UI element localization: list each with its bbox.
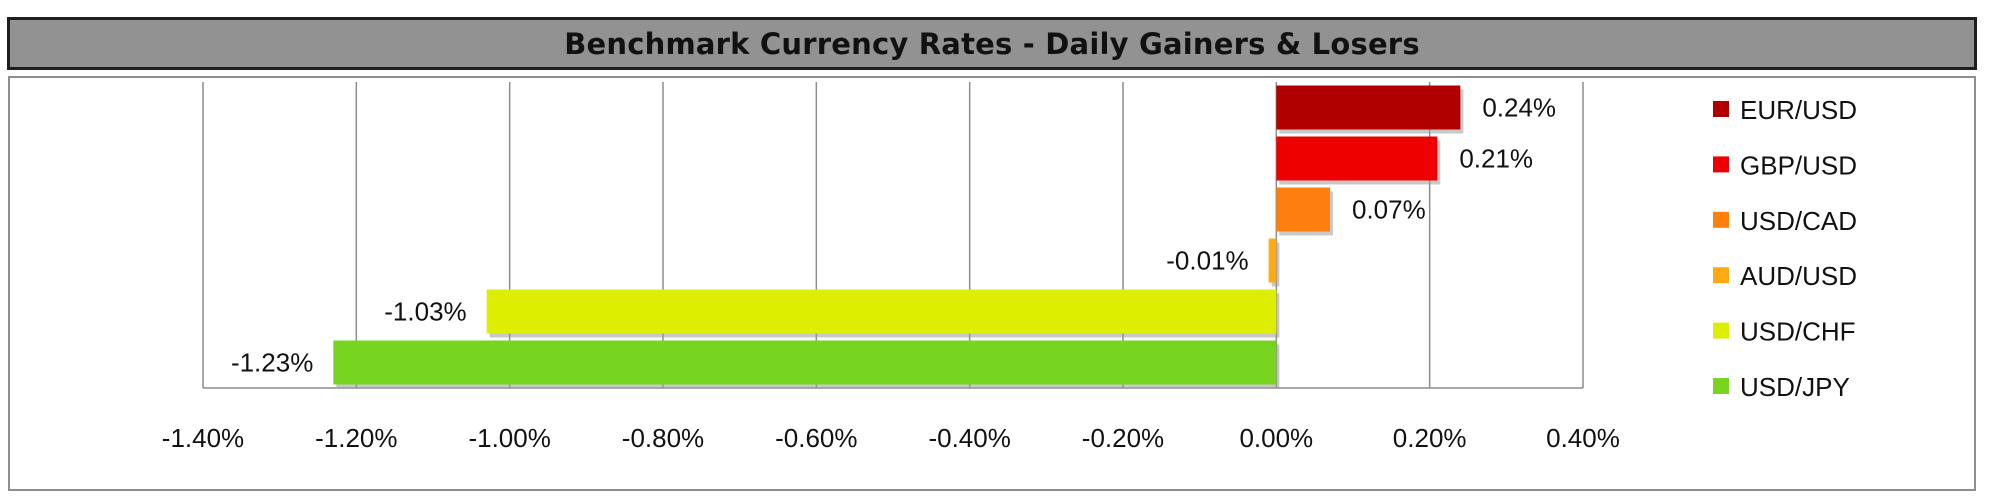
bar-aud-usd: [1268, 238, 1277, 283]
data-label: 0.21%: [1459, 144, 1533, 174]
x-tick-label: -1.40%: [162, 423, 244, 453]
x-tick-label: -0.80%: [622, 423, 704, 453]
data-label: 0.24%: [1482, 93, 1556, 123]
bar-usd-jpy: [333, 340, 1277, 385]
chart-title: Benchmark Currency Rates - Daily Gainers…: [564, 26, 1420, 61]
legend-label: EUR/USD: [1740, 95, 1857, 125]
x-tick-label: 0.00%: [1239, 423, 1313, 453]
bar-eur-usd: [1276, 85, 1461, 130]
bar-gbp-usd: [1276, 136, 1438, 181]
legend-label: USD/CHF: [1740, 317, 1856, 347]
legend-swatch: [1713, 378, 1729, 394]
x-tick-label: -0.60%: [775, 423, 857, 453]
chart-frame: [8, 76, 1976, 491]
data-label: -0.01%: [1166, 246, 1248, 276]
x-tick-label: -1.20%: [315, 423, 397, 453]
x-tick-label: 0.40%: [1546, 423, 1620, 453]
data-labels: 0.24% 0.21% 0.07% -0.01% -1.03% -1.23%: [231, 93, 1556, 378]
legend-label: USD/CAD: [1740, 206, 1857, 236]
legend-label: AUD/USD: [1740, 261, 1857, 291]
data-label: 0.07%: [1352, 195, 1426, 225]
legend-label: GBP/USD: [1740, 150, 1857, 180]
x-tick-label: 0.20%: [1393, 423, 1467, 453]
legend-swatch: [1713, 322, 1729, 339]
data-label: -1.03%: [384, 297, 466, 327]
legend: EUR/USD GBP/USD USD/CAD AUD/USD USD/CHF USD/J…: [1713, 95, 1857, 402]
x-tick-label: -0.20%: [1082, 423, 1164, 453]
x-axis-tick-labels: -1.40% -1.20% -1.00% -0.80% -0.60% -0.40% -0.2…: [162, 423, 1620, 453]
legend-swatch: [1713, 156, 1729, 173]
legend-swatch: [1713, 101, 1729, 117]
bar-usd-cad: [1276, 187, 1330, 232]
legend-swatch: [1713, 267, 1729, 284]
data-label: -1.23%: [231, 348, 313, 378]
bars: [333, 85, 1464, 389]
x-tick-label: -1.00%: [468, 423, 550, 453]
x-tick-label: -0.40%: [928, 423, 1010, 453]
chart-title-bar: Benchmark Currency Rates - Daily Gainers…: [7, 17, 1977, 70]
legend-swatch: [1713, 211, 1729, 228]
legend-label: USD/JPY: [1740, 372, 1850, 402]
bar-usd-chf: [486, 289, 1277, 334]
